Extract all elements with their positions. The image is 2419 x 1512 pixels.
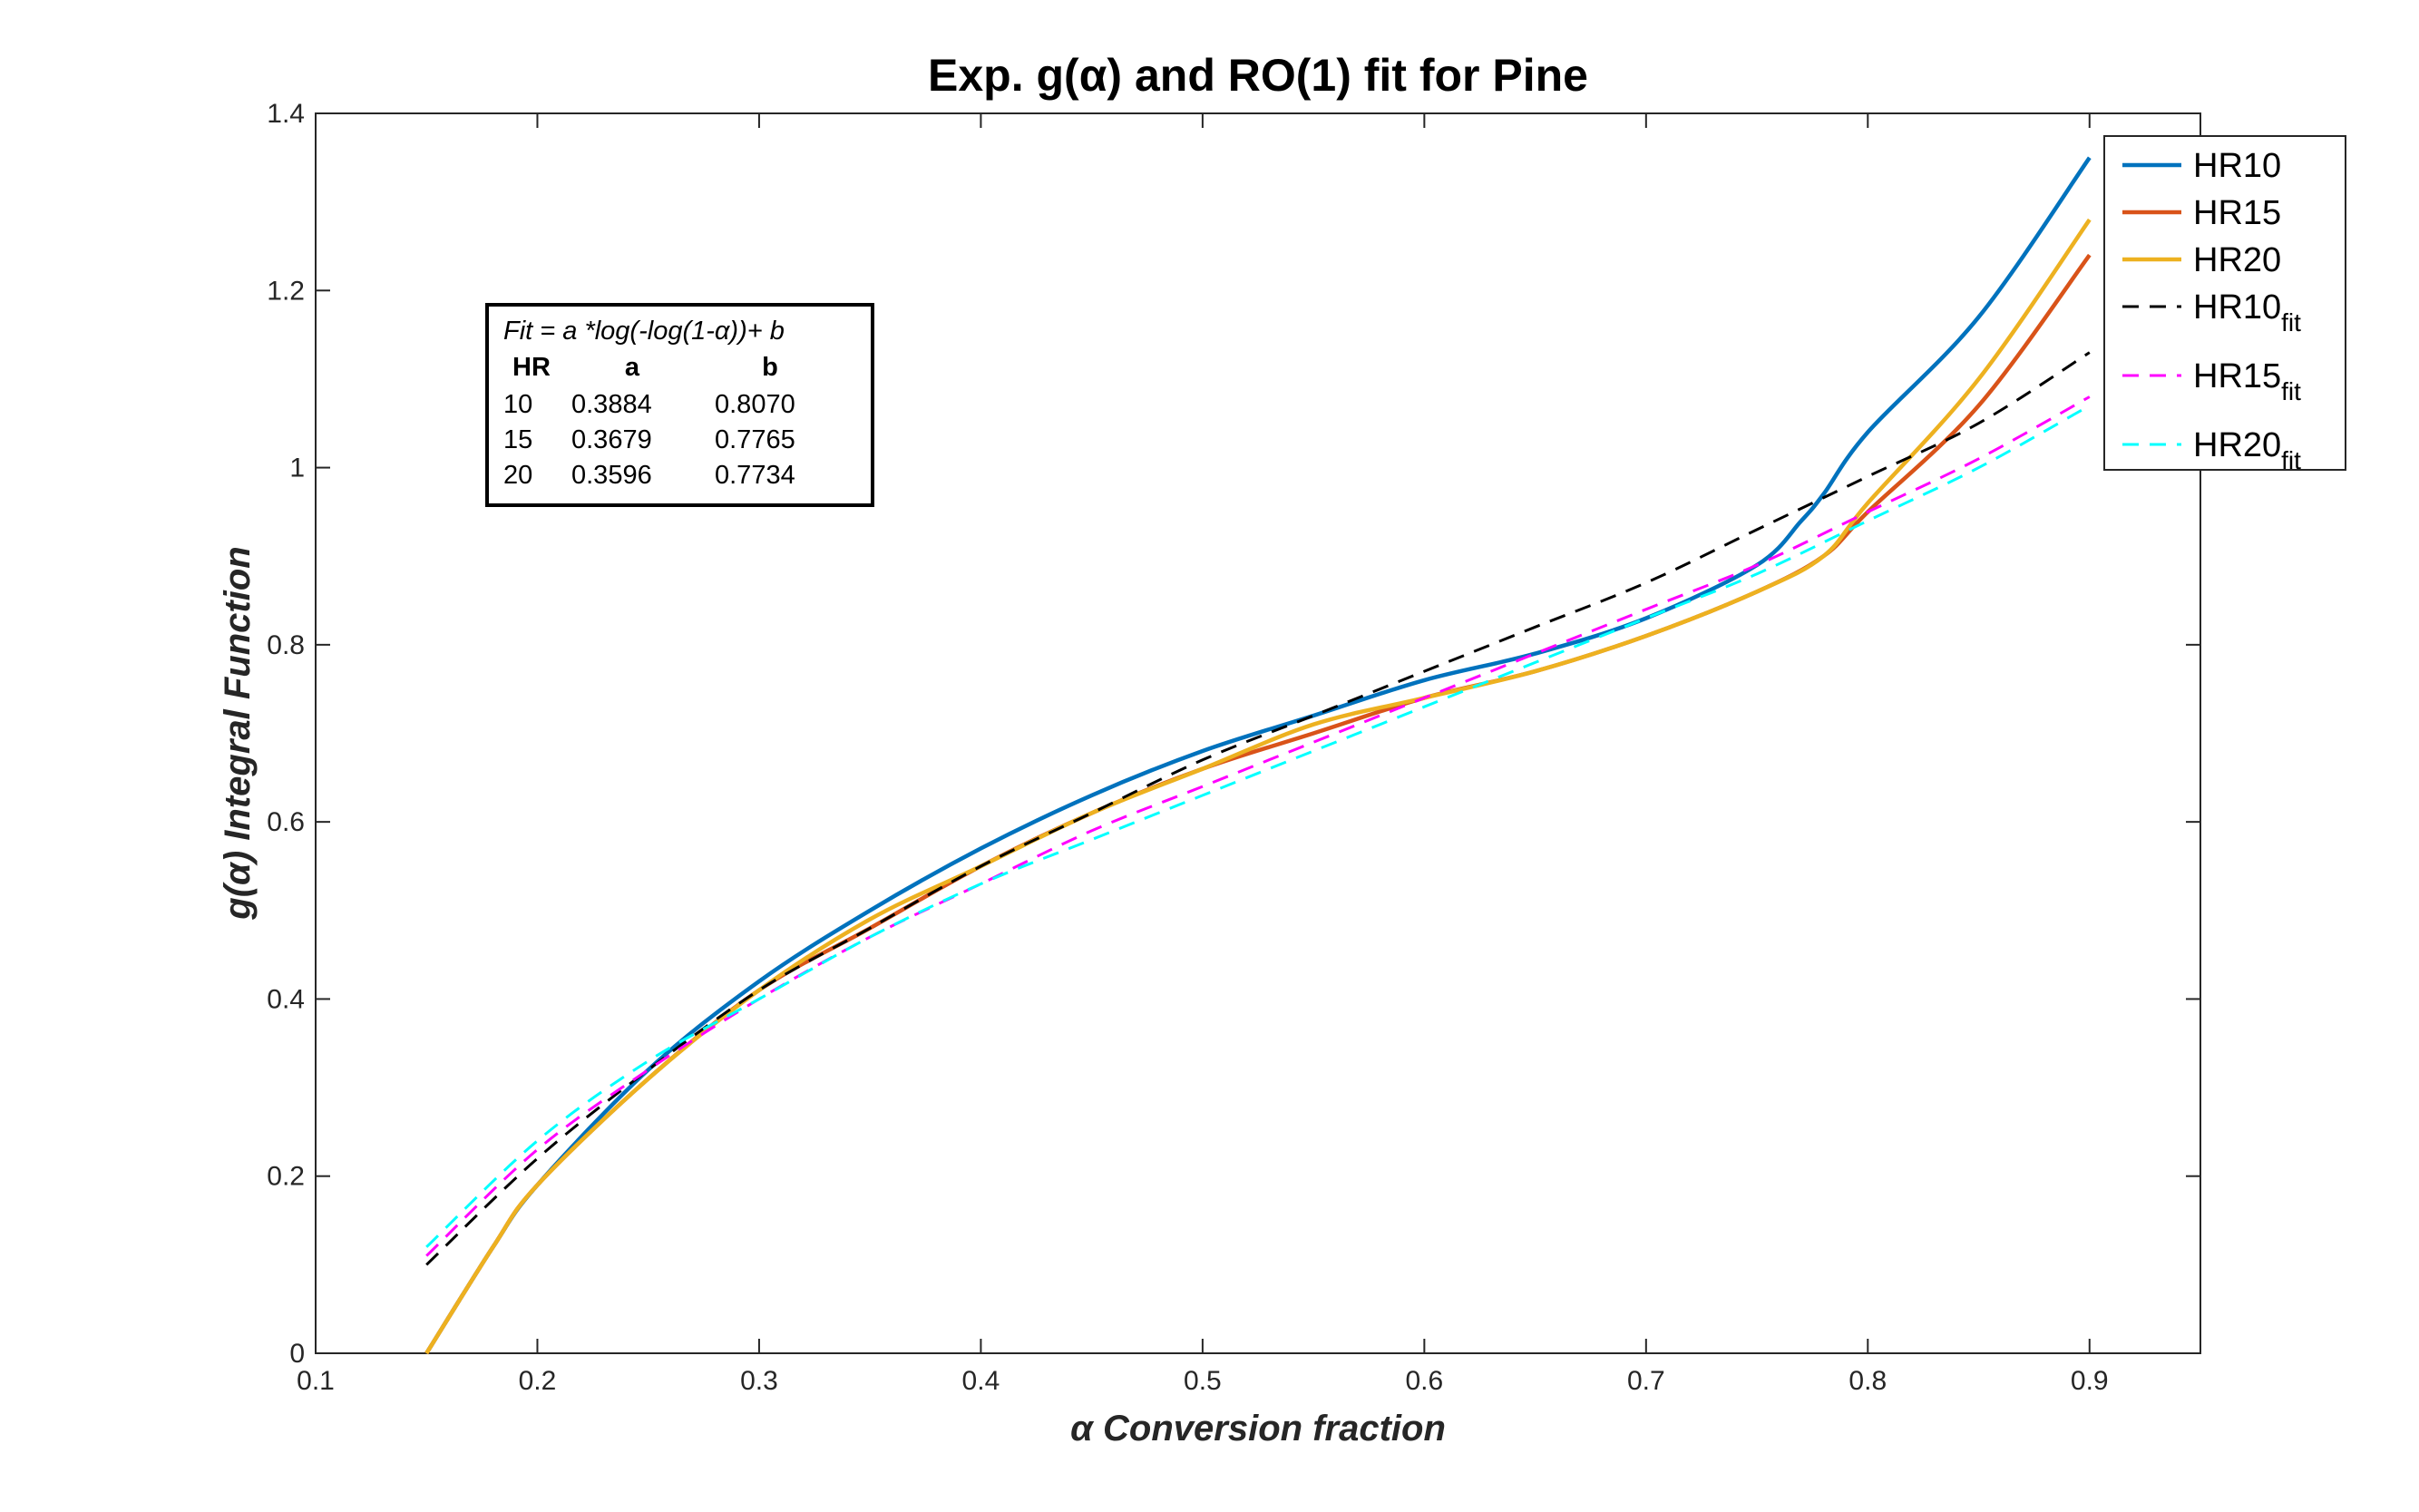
legend-label: HR15fit — [2193, 357, 2301, 405]
annotation-row-hr: 20 — [503, 461, 532, 490]
chart-title: Exp. g(α) and RO(1) fit for Pine — [928, 50, 1588, 101]
legend-label: HR10fit — [2193, 288, 2301, 337]
annotation-row-b: 0.7734 — [715, 461, 795, 490]
y-tick-label: 0.6 — [267, 807, 305, 837]
annotation-row-a: 0.3596 — [571, 461, 652, 490]
x-axis: 0.1 0.2 0.3 0.4 0.5 0.6 0.7 0.8 0.9 — [297, 113, 2109, 1396]
y-tick-label: 1.4 — [267, 99, 305, 129]
legend-label: HR20 — [2193, 241, 2281, 279]
y-tick-label: 1 — [289, 454, 305, 483]
y-tick-label: 1.2 — [267, 276, 305, 306]
annotation-row-b: 0.7765 — [715, 425, 795, 454]
annotation-header-b: b — [762, 353, 778, 382]
x-tick-label: 0.2 — [519, 1366, 557, 1396]
annotation-row-hr: 15 — [503, 425, 532, 454]
annotation-header-a: a — [625, 353, 640, 382]
y-tick-label: 0 — [289, 1339, 305, 1369]
legend: HR10 HR15 HR20 HR10fit HR15fit HR20fit — [2103, 135, 2346, 474]
x-axis-label: α Conversion fraction — [1070, 1409, 1446, 1449]
x-tick-label: 0.5 — [1184, 1366, 1222, 1396]
legend-label: HR20fit — [2193, 426, 2301, 474]
annotation-row-b: 0.8070 — [715, 390, 795, 419]
x-tick-label: 0.7 — [1627, 1366, 1665, 1396]
x-tick-label: 0.9 — [2071, 1366, 2109, 1396]
legend-label: HR15 — [2193, 194, 2281, 232]
series-line-hr10 — [424, 156, 2092, 1355]
y-tick-label: 0.4 — [267, 984, 305, 1014]
y-tick-label: 0.8 — [267, 630, 305, 660]
annotation-formula: Fit = a *log(-log(1-α))+ b — [503, 317, 785, 346]
annotation-frame — [485, 303, 874, 507]
x-tick-label: 0.3 — [740, 1366, 778, 1396]
legend-label: HR10 — [2193, 147, 2281, 185]
series-line-hr15-fit — [425, 395, 2091, 1257]
y-tick-label: 0.2 — [267, 1162, 305, 1192]
fit-annotation-box: Fit = a *log(-log(1-α))+ b HR a b 10 0.3… — [485, 303, 874, 507]
y-axis-label: g(α) Integral Function — [218, 546, 258, 920]
annotation-row-hr: 10 — [503, 390, 532, 419]
legend-frame — [2103, 135, 2346, 471]
series-line-hr20 — [424, 218, 2092, 1355]
series-line-hr10-fit — [425, 351, 2091, 1266]
x-tick-label: 0.4 — [962, 1366, 1000, 1396]
annotation-row-a: 0.3884 — [571, 390, 652, 419]
series-layer — [424, 156, 2092, 1355]
annotation-header-hr: HR — [512, 353, 551, 382]
series-line-hr20-fit — [425, 404, 2091, 1248]
x-tick-label: 0.8 — [1848, 1366, 1887, 1396]
x-tick-label: 0.6 — [1405, 1366, 1443, 1396]
x-tick-label: 0.1 — [297, 1366, 335, 1396]
annotation-row-a: 0.3679 — [571, 425, 652, 454]
